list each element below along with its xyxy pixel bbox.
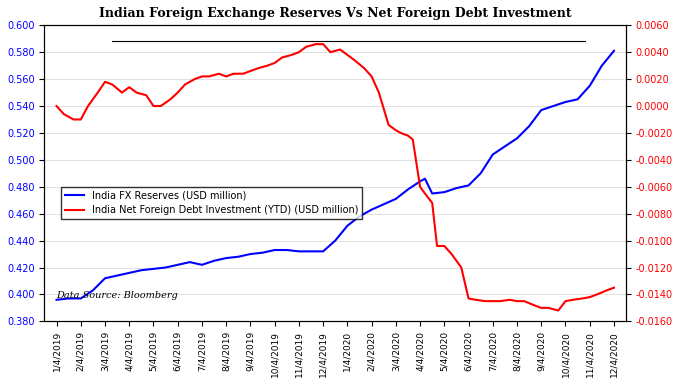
India FX Reserves (USD million) xyxy=(52,298,61,302)
India FX Reserves (USD million) xyxy=(234,255,242,259)
India FX Reserves (USD million) xyxy=(392,197,400,201)
India Net Foreign Debt Investment (YTD) (USD million) xyxy=(312,42,320,46)
India FX Reserves (USD million) xyxy=(186,260,194,265)
India FX Reserves (USD million) xyxy=(198,263,206,267)
India FX Reserves (USD million) xyxy=(549,104,558,108)
India FX Reserves (USD million) xyxy=(150,266,158,271)
India FX Reserves (USD million) xyxy=(428,191,437,196)
India FX Reserves (USD million) xyxy=(173,263,182,267)
India Net Foreign Debt Investment (YTD) (USD million) xyxy=(133,90,141,95)
India FX Reserves (USD million) xyxy=(562,100,570,104)
India FX Reserves (USD million) xyxy=(421,176,429,181)
India FX Reserves (USD million) xyxy=(477,171,485,175)
India Net Foreign Debt Investment (YTD) (USD million) xyxy=(554,308,562,313)
India FX Reserves (USD million) xyxy=(598,63,606,68)
India FX Reserves (USD million) xyxy=(379,202,388,207)
India Net Foreign Debt Investment (YTD) (USD million) xyxy=(416,184,424,189)
India Net Foreign Debt Investment (YTD) (USD million) xyxy=(579,296,587,301)
India FX Reserves (USD million) xyxy=(295,249,303,254)
India FX Reserves (USD million) xyxy=(307,249,315,254)
India FX Reserves (USD million) xyxy=(464,183,473,188)
India FX Reserves (USD million) xyxy=(319,249,327,254)
India FX Reserves (USD million) xyxy=(101,276,109,281)
India FX Reserves (USD million) xyxy=(246,252,254,257)
India FX Reserves (USD million) xyxy=(137,268,146,273)
India Net Foreign Debt Investment (YTD) (USD million) xyxy=(52,104,61,108)
India FX Reserves (USD million) xyxy=(331,238,339,243)
India FX Reserves (USD million) xyxy=(416,179,424,184)
Line: India FX Reserves (USD million): India FX Reserves (USD million) xyxy=(56,51,614,300)
India FX Reserves (USD million) xyxy=(258,250,267,255)
India FX Reserves (USD million) xyxy=(210,258,218,263)
India FX Reserves (USD million) xyxy=(537,108,545,113)
Legend: India FX Reserves (USD million), India Net Foreign Debt Investment (YTD) (USD mi: India FX Reserves (USD million), India N… xyxy=(61,187,362,219)
India FX Reserves (USD million) xyxy=(125,271,133,275)
Line: India Net Foreign Debt Investment (YTD) (USD million): India Net Foreign Debt Investment (YTD) … xyxy=(56,44,614,311)
India FX Reserves (USD million) xyxy=(65,296,73,301)
India Net Foreign Debt Investment (YTD) (USD million) xyxy=(610,285,618,290)
Title: Indian Foreign Exchange Reserves Vs Net Foreign Debt Investment: Indian Foreign Exchange Reserves Vs Net … xyxy=(99,7,572,20)
India FX Reserves (USD million) xyxy=(404,187,412,192)
India FX Reserves (USD million) xyxy=(113,273,121,278)
India Net Foreign Debt Investment (YTD) (USD million) xyxy=(433,244,441,248)
India FX Reserves (USD million) xyxy=(525,124,533,129)
India FX Reserves (USD million) xyxy=(573,97,581,102)
India FX Reserves (USD million) xyxy=(77,296,85,301)
India FX Reserves (USD million) xyxy=(356,214,364,218)
India FX Reserves (USD million) xyxy=(610,48,618,53)
India FX Reserves (USD million) xyxy=(343,223,352,228)
India FX Reserves (USD million) xyxy=(162,265,170,270)
India FX Reserves (USD million) xyxy=(513,136,521,141)
India FX Reserves (USD million) xyxy=(283,248,291,252)
India Net Foreign Debt Investment (YTD) (USD million) xyxy=(384,122,392,127)
India Net Foreign Debt Investment (YTD) (USD million) xyxy=(246,69,254,73)
India FX Reserves (USD million) xyxy=(367,207,375,212)
India FX Reserves (USD million) xyxy=(271,248,279,252)
India FX Reserves (USD million) xyxy=(89,288,97,293)
India FX Reserves (USD million) xyxy=(440,190,448,194)
India FX Reserves (USD million) xyxy=(501,144,509,149)
India FX Reserves (USD million) xyxy=(452,186,460,190)
India FX Reserves (USD million) xyxy=(222,256,231,260)
India FX Reserves (USD million) xyxy=(489,152,497,157)
India FX Reserves (USD million) xyxy=(585,84,594,88)
Text: Data Source: Bloomberg: Data Source: Bloomberg xyxy=(56,291,177,300)
